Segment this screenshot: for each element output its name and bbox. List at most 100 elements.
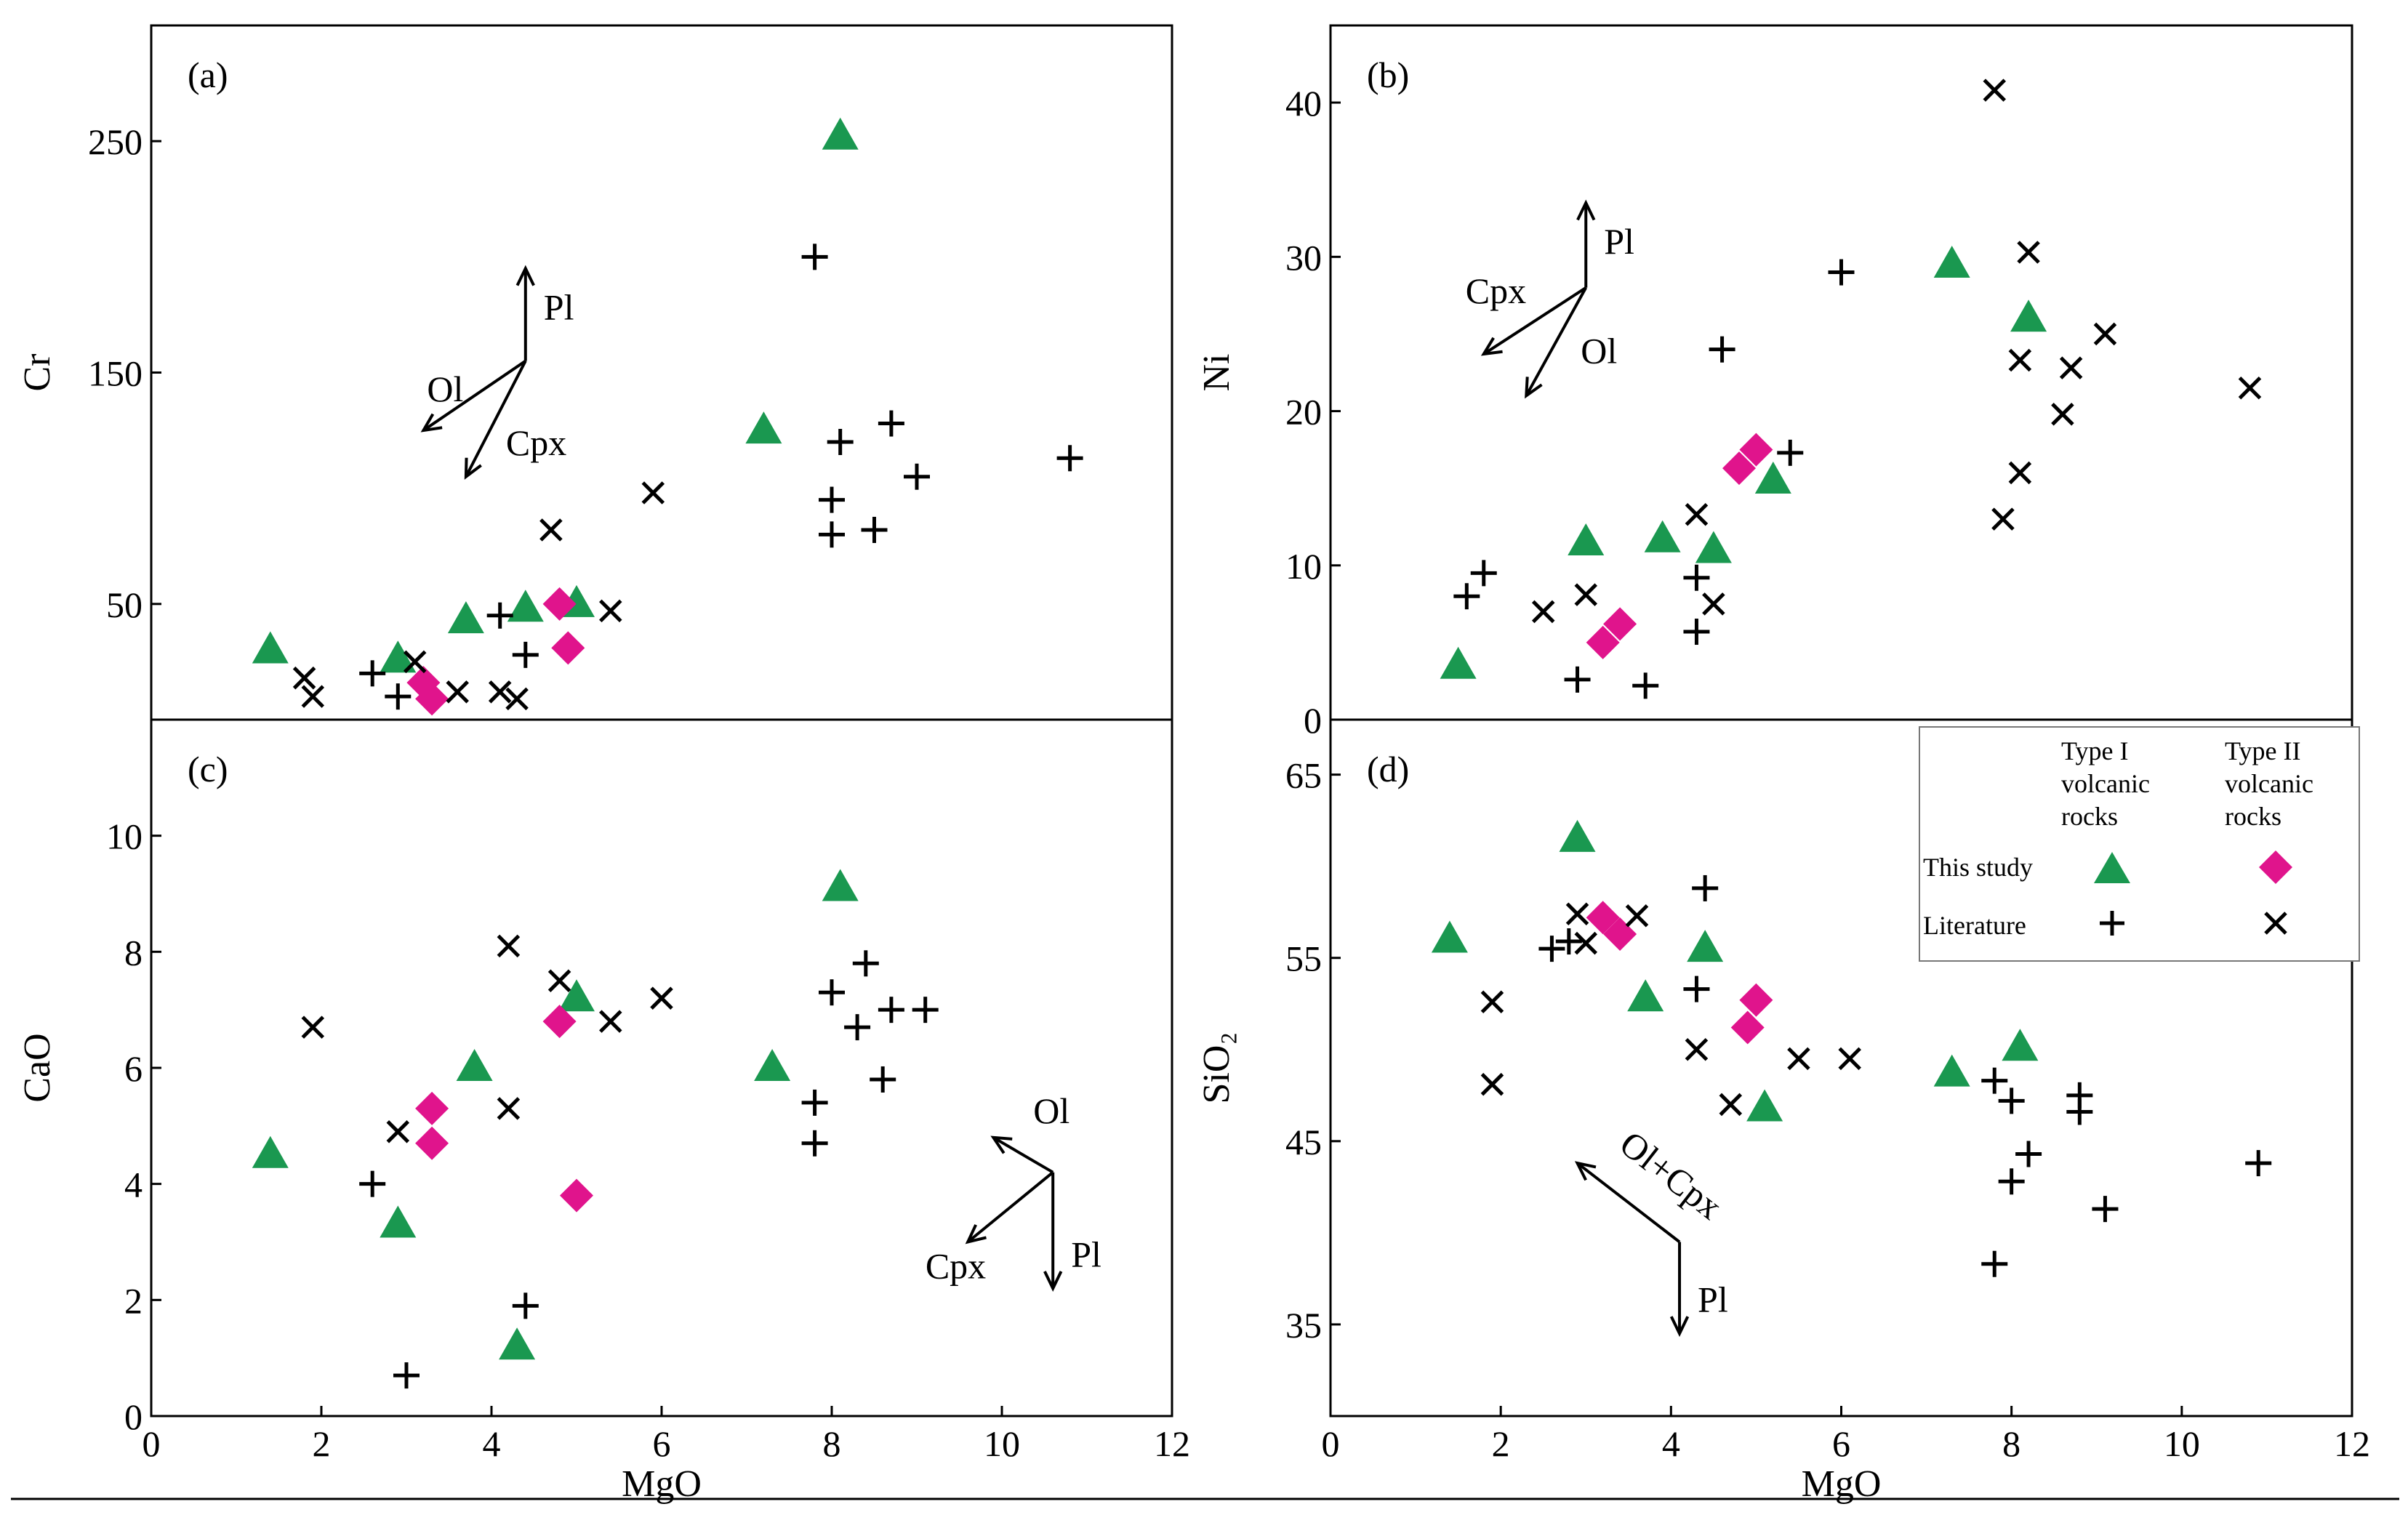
panel-d-cross-point <box>1838 1047 1861 1071</box>
panel-a-cross-point <box>599 599 622 623</box>
svg-text:Pl: Pl <box>1071 1234 1101 1274</box>
panel-d-xtick-label: 0 <box>1322 1423 1340 1464</box>
panel-b-plus-point <box>1683 564 1710 591</box>
panel-c-plus-point <box>359 1170 386 1197</box>
panel-a-cross-point <box>488 680 512 704</box>
panel-b-cross-point <box>1531 600 1555 624</box>
panel-c-cross-point <box>301 1016 325 1039</box>
svg-text:Ol: Ol <box>1033 1090 1069 1131</box>
panel-b-plus-point <box>1828 259 1855 286</box>
panel-c-tag: (c) <box>188 749 228 789</box>
panel-b-triangle-point <box>1933 245 1970 278</box>
legend-triangle-marker <box>2094 852 2130 883</box>
panel-c-vector-ol: Ol <box>990 1090 1069 1174</box>
panel-c-plus-point <box>912 997 939 1024</box>
panel-c-cross-point <box>650 986 673 1010</box>
panel-a-plus-point <box>861 516 888 543</box>
panel-c-plus-point <box>852 950 879 977</box>
panel-c-xtick-label: 8 <box>823 1423 841 1464</box>
panel-c-xtick-label: 2 <box>313 1423 331 1464</box>
panel-b-ylabel: Ni <box>1196 354 1237 392</box>
svg-text:Ol: Ol <box>1581 330 1617 371</box>
panel-a-plus-point <box>801 244 828 270</box>
panel-d-xtick-label: 12 <box>2334 1423 2370 1464</box>
legend-col1-line2: volcanic <box>2061 769 2150 798</box>
panel-b-ytick-label: 20 <box>1285 392 1322 433</box>
panel-a-plus-point <box>819 486 845 513</box>
panel-c-cross-point <box>547 969 571 993</box>
panel-c-ylabel: CaO <box>17 1033 58 1102</box>
panel-d-plus-point <box>1981 1067 2008 1094</box>
panel-a-ylabel: Cr <box>17 354 58 392</box>
panel-b-diamond-point <box>1586 625 1620 659</box>
panel-c-plus-point <box>801 1130 828 1157</box>
legend-cross-marker <box>2264 912 2287 935</box>
panel-a-cross-point <box>301 685 325 708</box>
panel-c-xtick-label: 10 <box>984 1423 1020 1464</box>
panel-b: (b) 0 10 20 30 40 Ni Pl Cpx Ol <box>1196 24 2353 741</box>
panel-d-vector-pl: Pl <box>1669 1242 1728 1338</box>
panel-a-diamond-point <box>542 587 577 621</box>
panel-a-cross-point <box>292 666 316 690</box>
panel-a-cross-point <box>446 680 469 704</box>
panel-b-cross-point <box>2059 356 2083 379</box>
panel-c-plus-point <box>878 997 904 1024</box>
panel-a-cross-point <box>505 687 529 711</box>
legend-row-this-study: This study <box>1923 853 2033 882</box>
panel-b-diamond-point <box>1603 607 1637 641</box>
panel-b-diamond-point <box>1722 451 1756 486</box>
panel-d-xtick-label: 6 <box>1832 1423 1850 1464</box>
panel-b-cross-point <box>1574 583 1598 606</box>
panel-c-plus-point <box>393 1362 420 1389</box>
panel-c-plus-point <box>801 1089 828 1116</box>
legend-diamond-marker <box>2259 851 2292 884</box>
panel-b-cross-point <box>2051 403 2074 426</box>
panel-d-plus-point <box>1683 976 1710 1002</box>
panel-d-cross-point <box>1480 990 1504 1014</box>
panel-d-plus-point <box>1538 936 1565 962</box>
panel-b-cross-point <box>2238 376 2262 400</box>
panel-b-ytick-label: 0 <box>1304 700 1322 741</box>
panel-c-ytick-label: 2 <box>124 1280 143 1321</box>
panel-b-cross-point <box>1983 79 2007 102</box>
panel-b-cross-point <box>2017 241 2040 264</box>
panel-b-plus-point <box>1709 336 1735 363</box>
panel-d-xtick-label: 10 <box>2164 1423 2200 1464</box>
panel-a-cross-point <box>403 650 427 674</box>
panel-d-cross-point <box>1625 904 1649 928</box>
svg-text:Cpx: Cpx <box>1466 270 1526 311</box>
svg-text:Cpx: Cpx <box>926 1246 986 1287</box>
panel-d-plus-point <box>1998 1168 2025 1195</box>
panel-d-vector-olcpx: Ol+Cpx <box>1574 1123 1730 1244</box>
panel-a-triangle-point <box>447 601 484 634</box>
panel-b-plus-point <box>1564 666 1591 693</box>
panel-c-triangle-point <box>558 979 595 1012</box>
panels-group: (a)50150250CrPlOlCpx(b)010203040NiPlCpxO… <box>17 24 2370 1505</box>
panel-c-frame <box>150 718 1173 1418</box>
panel-a-plus-point <box>878 410 904 437</box>
panel-d-triangle-point <box>2002 1029 2039 1061</box>
panel-b-cross-point <box>1991 507 2015 531</box>
panel-d-xtick-label: 8 <box>2002 1423 2020 1464</box>
panel-c-triangle-point <box>380 1205 417 1238</box>
panel-a: (a) 50 150 250 Cr Pl Ol Cpx <box>17 24 1173 721</box>
panel-c-plus-point <box>844 1014 871 1041</box>
panel-a-diamond-point <box>415 682 449 716</box>
panel-b-tag: (b) <box>1367 55 1409 95</box>
legend-col2-line1: Type II <box>2225 736 2300 765</box>
panel-c-diamond-point <box>415 1126 449 1160</box>
legend-row-literature: Literature <box>1923 911 2026 940</box>
panel-d-plus-point <box>1692 874 1719 901</box>
svg-text:Pl: Pl <box>1698 1279 1728 1320</box>
panel-a-ytick-label: 250 <box>88 121 143 162</box>
panel-b-vector-cpx: Cpx <box>1466 270 1587 356</box>
panel-a-plus-point <box>359 660 386 687</box>
svg-text:Ol+Cpx: Ol+Cpx <box>1613 1123 1730 1228</box>
panel-b-triangle-point <box>1644 520 1681 552</box>
panel-c-triangle-point <box>822 869 859 901</box>
panel-a-triangle-point <box>822 117 859 150</box>
panel-c-ytick-label: 4 <box>124 1165 143 1205</box>
panel-a-triangle-point <box>745 411 782 444</box>
panel-a-vector-pl: Pl <box>515 265 574 361</box>
